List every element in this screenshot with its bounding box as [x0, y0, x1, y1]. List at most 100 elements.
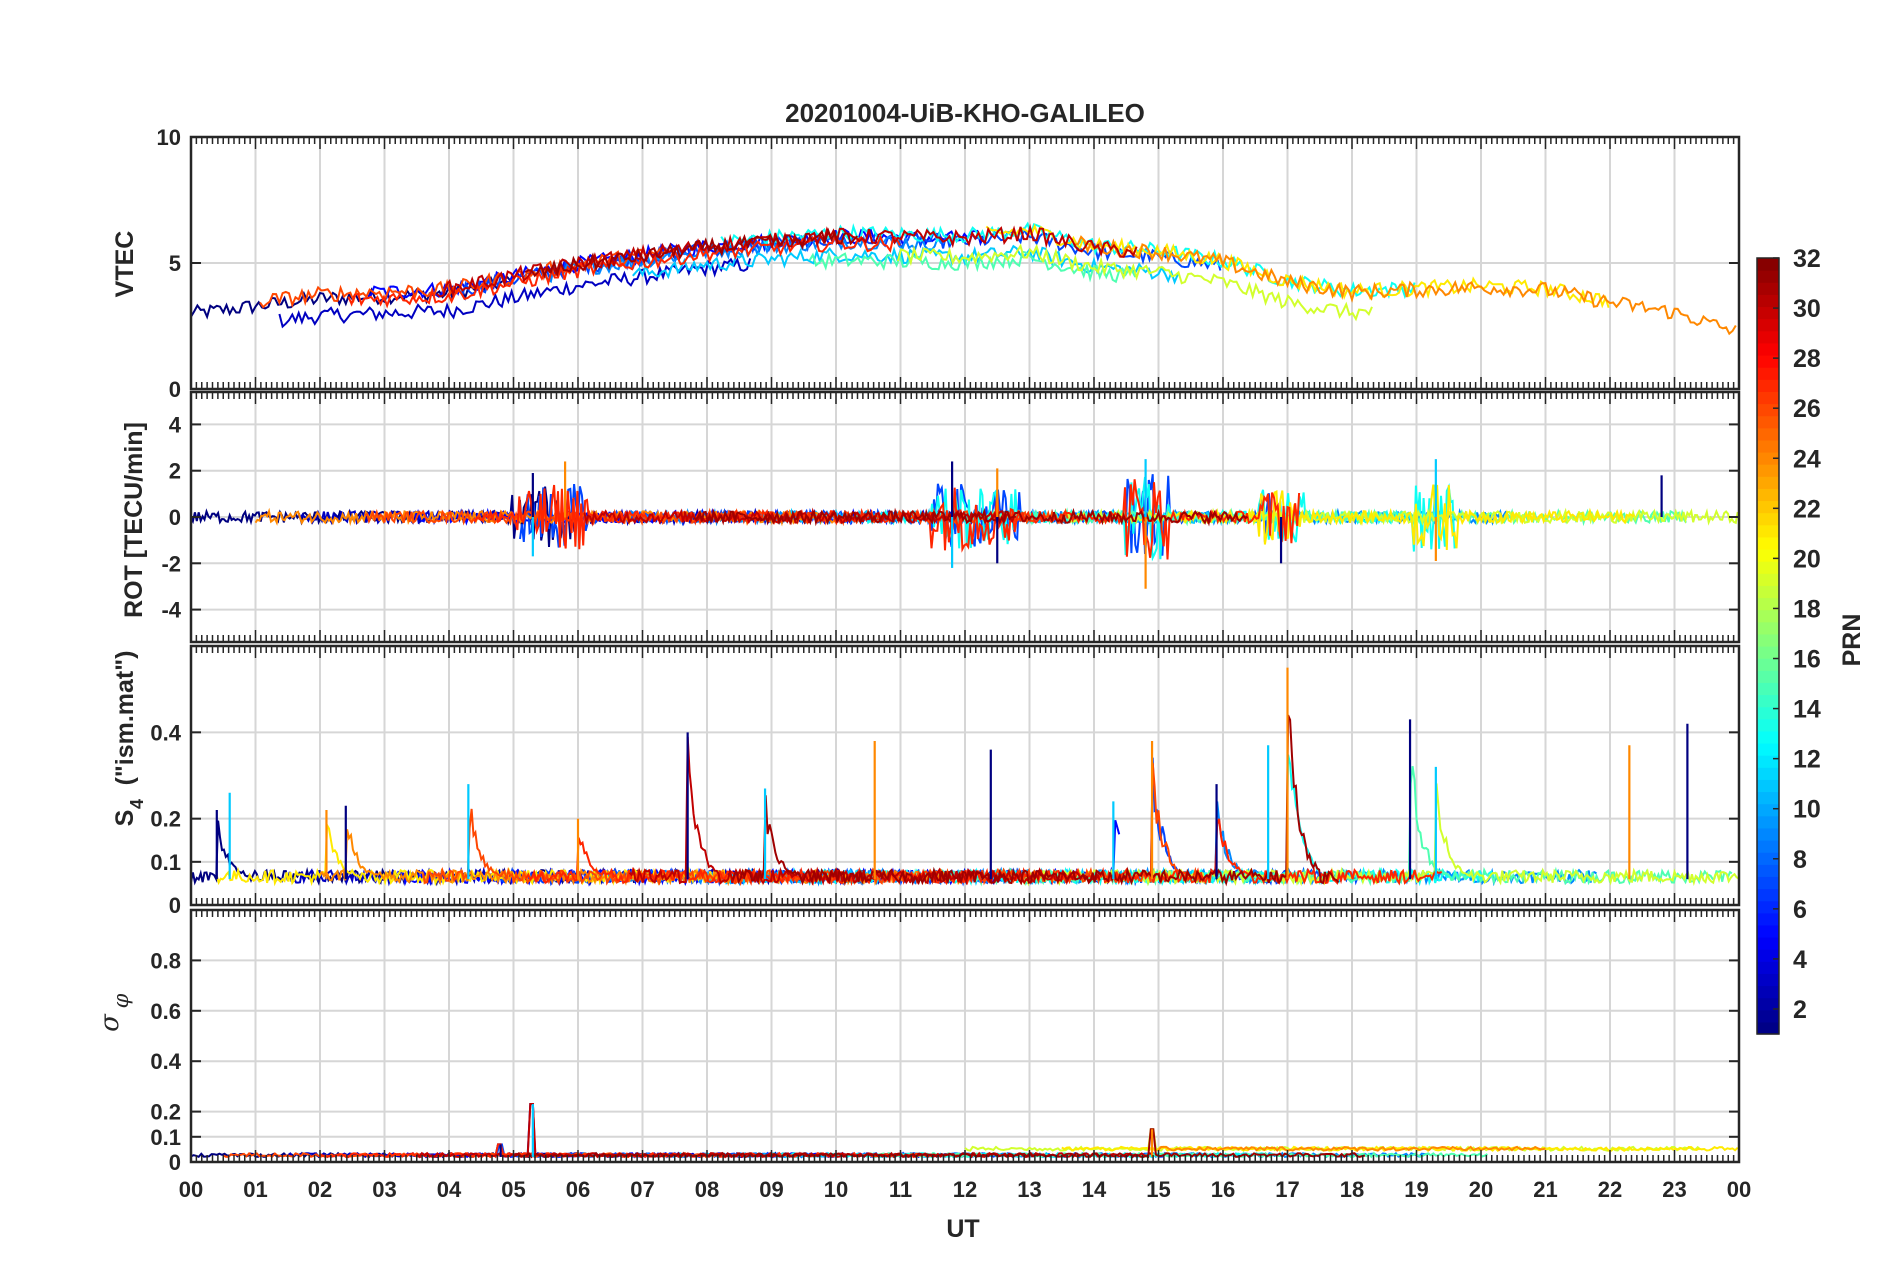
- colorbar-segment: [1757, 779, 1779, 793]
- y-tick-label: 2: [169, 459, 181, 484]
- traces: [191, 221, 1737, 336]
- colorbar-segment: [1757, 803, 1779, 817]
- y-tick-label: 0.6: [150, 999, 181, 1024]
- colorbar-frame: [1756, 257, 1780, 1035]
- vtec-ylabel: VTEC: [111, 231, 139, 298]
- colorbar-tick-label: 24: [1793, 445, 1821, 473]
- x-tick-label: 04: [437, 1177, 462, 1202]
- series-prn-7: [499, 757, 1359, 887]
- y-tick-label: 0.1: [150, 1125, 181, 1150]
- series-prn-31: [693, 507, 1249, 527]
- y-tick-label: 5: [169, 251, 181, 276]
- colorbar-segment: [1757, 258, 1779, 271]
- colorbar-tick-label: 22: [1793, 495, 1821, 523]
- colorbar-segment: [1757, 439, 1779, 453]
- colorbar-segment: [1757, 367, 1779, 380]
- x-tick-label: 21: [1533, 1177, 1557, 1202]
- series-prn-30: [583, 507, 1017, 527]
- colorbar-segment: [1757, 512, 1779, 526]
- series-prn-24: [1074, 235, 1737, 336]
- x-tick-label: 07: [630, 1177, 654, 1202]
- colorbar-tick-label: 12: [1793, 746, 1821, 774]
- series-prn-31: [524, 227, 859, 279]
- colorbar-tick-label: 30: [1793, 295, 1821, 323]
- colorbar-segment: [1757, 549, 1779, 562]
- colorbar-segment: [1757, 973, 1779, 987]
- x-tick-label: 06: [566, 1177, 590, 1202]
- colorbar-segment: [1757, 864, 1779, 877]
- y-tick-label: -4: [161, 598, 181, 623]
- y-tick-label: 0: [169, 893, 181, 918]
- x-tick-label: 08: [695, 1177, 719, 1202]
- x-tick-label: 13: [1017, 1177, 1041, 1202]
- colorbar-segment: [1757, 464, 1779, 477]
- colorbar-segment: [1757, 318, 1779, 332]
- x-tick-label: 18: [1340, 1177, 1364, 1202]
- colorbar-segment: [1757, 815, 1779, 829]
- series-prn-1: [191, 486, 577, 547]
- colorbar-segment: [1757, 1021, 1779, 1035]
- colorbar-segment: [1757, 912, 1779, 926]
- colorbar-segment: [1757, 306, 1779, 320]
- colorbar-segment: [1757, 330, 1779, 344]
- x-tick-label: 11: [889, 1177, 912, 1202]
- colorbar-segment: [1757, 500, 1779, 514]
- colorbar-segment: [1757, 949, 1779, 962]
- y-tick-label: 0: [169, 377, 181, 402]
- x-tick-label: 12: [953, 1177, 977, 1202]
- colorbar-segment: [1757, 900, 1779, 914]
- sigma-phi-ylabel: σ φ: [95, 993, 133, 1032]
- colorbar-segment: [1757, 997, 1779, 1011]
- y-tick-label: 10: [157, 125, 181, 150]
- series-prn-21: [1177, 484, 1636, 551]
- colorbar-segment: [1757, 609, 1779, 623]
- colorbar-tick-label: 6: [1793, 896, 1807, 924]
- y-tick-label: 0.2: [150, 1100, 181, 1125]
- colorbar-tick-label: 4: [1793, 946, 1807, 974]
- y-tick-label: 0.1: [150, 850, 181, 875]
- colorbar-tick-label: 8: [1793, 846, 1807, 874]
- rot-ylabel: ROT [TECU/min]: [120, 422, 148, 618]
- colorbar-segment: [1757, 621, 1779, 635]
- colorbar-segment: [1757, 961, 1779, 974]
- x-tick-label: 10: [824, 1177, 848, 1202]
- x-tick-label: 22: [1598, 1177, 1622, 1202]
- x-tick-label: 15: [1146, 1177, 1170, 1202]
- colorbar-tick-label: 28: [1793, 345, 1821, 373]
- colorbar-segment: [1757, 706, 1779, 720]
- colorbar-segment: [1757, 452, 1779, 465]
- colorbar-segment: [1757, 985, 1779, 999]
- colorbar-segment: [1757, 427, 1779, 441]
- s4-panel: 0 0.1 0.2 0.4: [150, 644, 1741, 918]
- x-tick-label: 16: [1211, 1177, 1235, 1202]
- colorbar-tick-label: 14: [1793, 696, 1821, 724]
- x-tick-label: 00: [1727, 1177, 1751, 1202]
- y-tick-label: 0.4: [150, 1049, 181, 1074]
- colorbar-segment: [1757, 1009, 1779, 1023]
- colorbar-segment: [1757, 524, 1779, 538]
- colorbar-segment: [1757, 743, 1779, 756]
- colorbar-segment: [1757, 840, 1779, 853]
- colorbar-segment: [1757, 379, 1779, 392]
- x-tick-label: 19: [1404, 1177, 1428, 1202]
- colorbar-segment: [1757, 282, 1779, 295]
- x-tick-label: 17: [1275, 1177, 1299, 1202]
- x-tick-label: 01: [243, 1177, 267, 1202]
- figure-title: 20201004-UiB-KHO-GALILEO: [785, 98, 1145, 128]
- colorbar-segment: [1757, 658, 1779, 671]
- series-prn-27: [473, 479, 1301, 560]
- x-tick-label: 05: [501, 1177, 525, 1202]
- colorbar-segment: [1757, 633, 1779, 647]
- colorbar-segment: [1757, 876, 1779, 890]
- colorbar-segment: [1757, 646, 1779, 659]
- x-axis: 00 01 02 03 04 05 06 07 08 09 10 11 12 13 14 15 16 17 18 19…: [179, 1177, 1751, 1202]
- series-prn-11: [632, 244, 1179, 285]
- y-tick-label: 0: [169, 505, 181, 530]
- vtec-panel: 0 5 10: [157, 125, 1741, 402]
- colorbar-segment: [1757, 730, 1779, 744]
- traces: [191, 459, 1739, 589]
- colorbar-tick-label: 16: [1793, 646, 1821, 674]
- x-tick-label: 20: [1469, 1177, 1493, 1202]
